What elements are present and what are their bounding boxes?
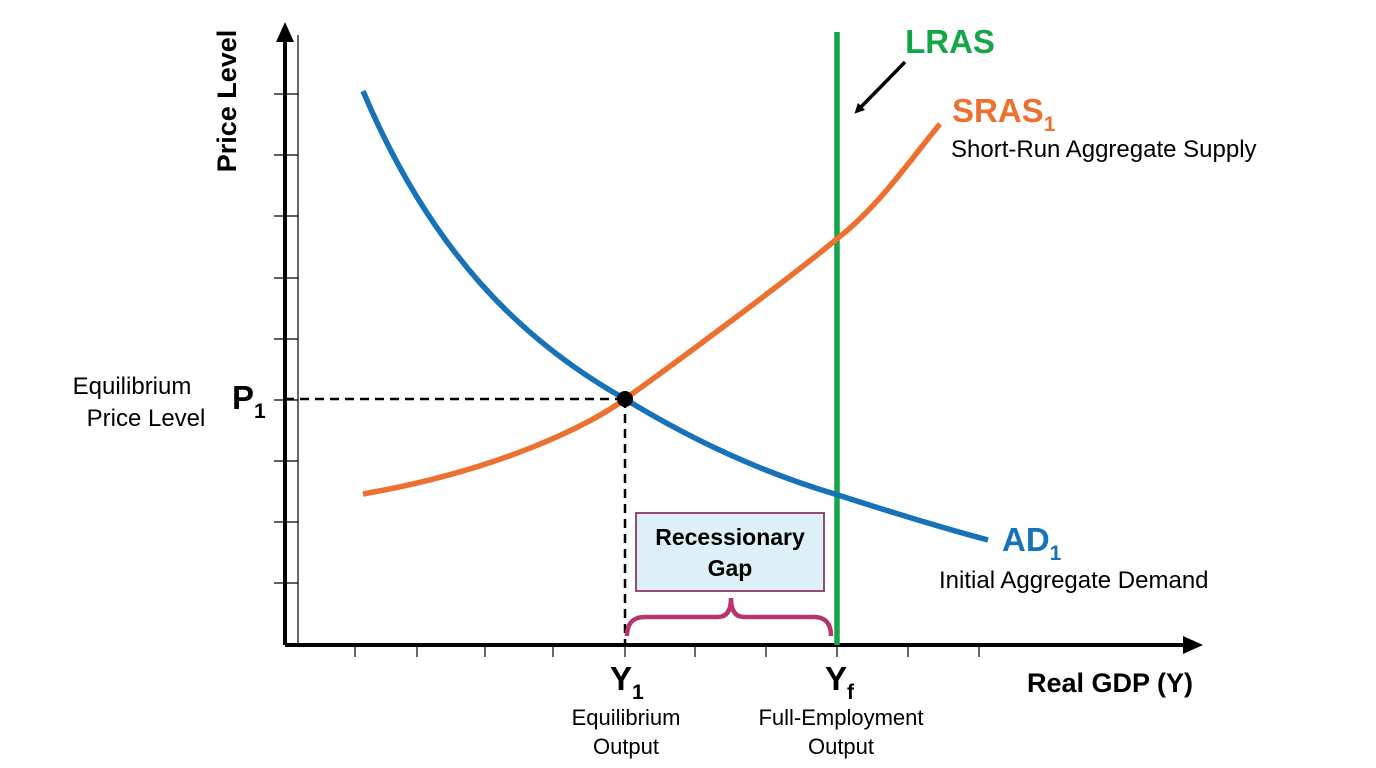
- output-y1-label: Y1: [610, 660, 644, 704]
- gap-label-line2: Gap: [708, 555, 753, 581]
- recessionary-gap-brace: [624, 597, 834, 637]
- recessionary-gap-box: [635, 512, 825, 592]
- sras-description: Short-Run Aggregate Supply: [951, 136, 1257, 163]
- y-axis-label: Price Level: [212, 30, 242, 173]
- full-employment-desc-line2: Output: [808, 734, 874, 759]
- lras-label: LRAS: [905, 23, 995, 60]
- equilibrium-output-desc-line2: Output: [593, 734, 659, 759]
- ad-description: Initial Aggregate Demand: [939, 567, 1209, 594]
- price-level-p1-label: P1: [232, 379, 266, 423]
- sras-label: SRAS1: [952, 92, 1056, 136]
- full-employment-desc-line1: Full-Employment: [758, 705, 923, 730]
- equilibrium-point: [617, 391, 633, 407]
- ad-curve: [360, 89, 989, 543]
- equilibrium-price-desc-line1: Equilibrium: [73, 373, 192, 400]
- gap-label-line1: Recessionary: [655, 524, 805, 550]
- output-yf-label: Yf: [825, 660, 855, 704]
- y-axis-arrow: [276, 22, 294, 42]
- equilibrium-price-desc-line2: Price Level: [87, 405, 206, 432]
- x-ticks: [354, 645, 980, 657]
- x-axis-arrow: [1183, 636, 1203, 654]
- equilibrium-output-desc-line1: Equilibrium: [572, 705, 681, 730]
- ad-label: AD1: [1002, 521, 1062, 565]
- lras-pointer-arrow: [854, 60, 907, 114]
- x-axis-label: Real GDP (Y): [1027, 668, 1193, 698]
- sras-curve: [362, 122, 943, 497]
